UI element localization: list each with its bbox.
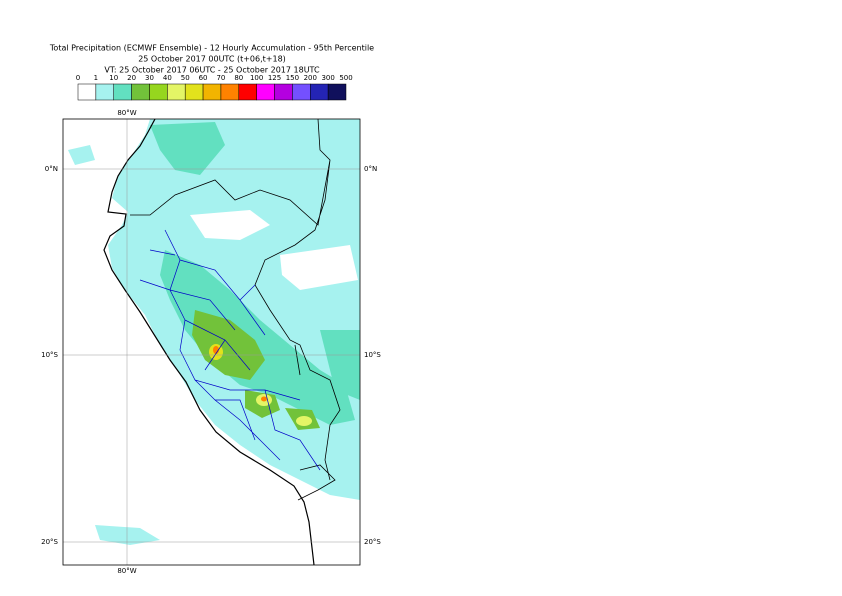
lat-label: 20°S	[41, 538, 58, 546]
legend-label: 500	[339, 74, 352, 82]
run-time: 25 October 2017 00UTC (t+06,t+18)	[138, 55, 286, 64]
legend-swatch	[238, 83, 257, 101]
legend-label: 70	[216, 74, 225, 82]
lat-label: 10°S	[41, 351, 58, 359]
legend-label: 30	[145, 74, 154, 82]
precip-light	[68, 145, 95, 165]
coastline	[103, 119, 315, 565]
legend-label: 10	[109, 74, 118, 82]
legend-label: 100	[250, 74, 263, 82]
legend-swatch	[77, 83, 97, 101]
legend-label: 200	[304, 74, 317, 82]
legend-label: 50	[181, 74, 190, 82]
map: 80°W 80°W 0°N 0°N 10°S 10°S 20°S 20°S	[41, 109, 381, 575]
lat-label: 0°N	[45, 165, 58, 173]
precip-peak	[213, 346, 219, 354]
legend-swatch	[184, 83, 204, 101]
lat-label: 10°S	[364, 351, 381, 359]
legend-label: 0	[76, 74, 80, 82]
lat-label: 0°N	[364, 165, 377, 173]
precip-peak	[261, 396, 267, 402]
legend-swatch	[113, 83, 132, 101]
legend-swatch	[202, 83, 222, 101]
precip-medium	[160, 250, 355, 425]
legend: 0 1 10 20 30 40 50 60 70 80 100 125 150 200 300 500	[76, 74, 353, 101]
legend-swatch	[256, 83, 275, 101]
legend-label: 40	[163, 74, 172, 82]
precip-gap	[190, 210, 270, 240]
lat-label: 20°S	[364, 538, 381, 546]
lon-label: 80°W	[117, 567, 136, 575]
legend-label: 300	[321, 74, 334, 82]
legend-label: 80	[234, 74, 243, 82]
legend-label: 150	[286, 74, 299, 82]
title: Total Precipitation (ECMWF Ensemble) - 1…	[49, 44, 374, 53]
precip-medium	[150, 122, 225, 175]
legend-label: 125	[268, 74, 281, 82]
precip-peak	[296, 416, 312, 426]
legend-swatch	[95, 83, 114, 101]
precip-medium	[320, 330, 360, 400]
legend-label: 60	[199, 74, 208, 82]
legend-label: 1	[94, 74, 98, 82]
legend-swatch	[167, 83, 186, 101]
valid-time: VT: 25 October 2017 06UTC - 25 October 2…	[104, 66, 320, 75]
legend-swatch	[274, 83, 293, 101]
legend-swatch	[131, 83, 150, 101]
precip-light	[95, 525, 160, 545]
legend-swatch	[149, 83, 168, 101]
lon-label: 80°W	[117, 109, 136, 117]
legend-swatch	[220, 83, 240, 101]
border	[130, 119, 341, 501]
legend-swatch	[310, 83, 329, 101]
legend-label: 20	[127, 74, 136, 82]
precip-gap	[280, 245, 358, 290]
legend-swatch	[292, 83, 311, 101]
map-frame	[62, 118, 361, 566]
legend-swatch	[327, 83, 347, 101]
